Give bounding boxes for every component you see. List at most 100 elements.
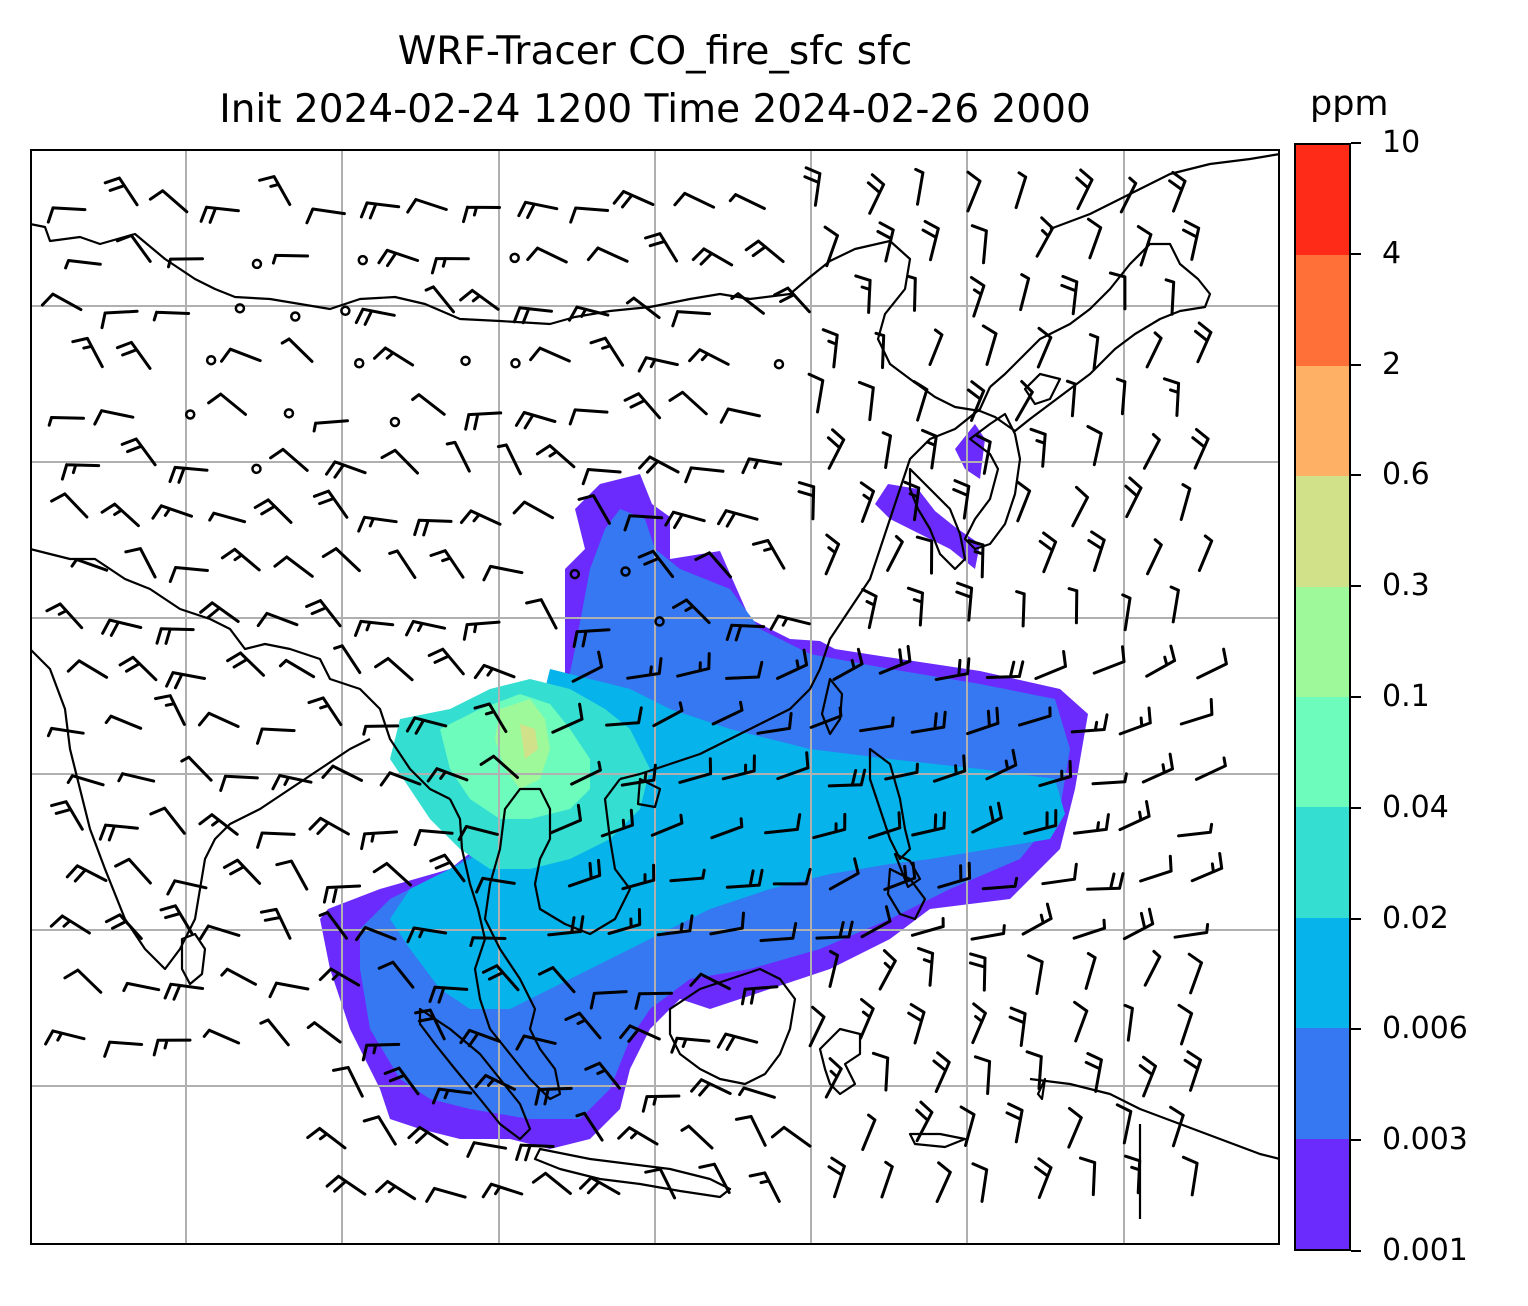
wind-barb: [268, 981, 310, 999]
wind-barb: [971, 1002, 987, 1045]
wind-barb: [1088, 333, 1100, 371]
colorbar-tick: [1351, 585, 1361, 588]
wind-barb: [915, 1100, 934, 1143]
wind-barb: [459, 288, 500, 311]
coastline-sri-lanka: [180, 932, 207, 986]
calm-wind-circle: [510, 358, 521, 369]
wind-barb: [46, 206, 87, 224]
wind-barb: [1015, 590, 1026, 628]
colorbar-tick: [1351, 252, 1361, 255]
wind-barb: [462, 205, 501, 224]
wind-barb: [482, 564, 524, 582]
wind-barb: [307, 696, 343, 727]
wind-barb: [148, 189, 189, 214]
wind-barb: [305, 207, 346, 225]
wind-barb: [1190, 852, 1224, 883]
wind-barb: [860, 905, 892, 939]
wind-barb: [650, 813, 684, 837]
wind-barb: [1019, 273, 1031, 312]
field-level-0.3: [520, 724, 538, 759]
map-title-line2: Init 2024-02-24 1200 Time 2024-02-26 200…: [219, 87, 1091, 132]
field-level-0.001-nw: [955, 424, 985, 479]
wind-barb: [1072, 918, 1106, 940]
wind-barb: [823, 225, 839, 268]
wind-barb: [49, 914, 91, 935]
wind-barb: [694, 551, 732, 579]
wind-barb: [429, 853, 466, 883]
calm-wind-circle: [357, 254, 369, 266]
wind-barb: [457, 825, 499, 841]
wind-barb: [764, 813, 802, 835]
wind-barb: [332, 1066, 364, 1098]
wind-barb: [361, 1042, 401, 1062]
wind-barb: [362, 1115, 397, 1146]
wind-barb: [428, 985, 469, 1004]
wind-barb: [625, 296, 661, 320]
wind-barb: [259, 1018, 290, 1047]
wind-barb: [586, 246, 629, 263]
wind-barb: [740, 985, 779, 1006]
wind-barb: [159, 904, 194, 935]
wind-barb: [981, 324, 998, 366]
wind-barb: [198, 813, 239, 836]
wind-barb: [1124, 1154, 1142, 1195]
wind-barb: [275, 859, 309, 891]
wind-barb: [373, 346, 415, 367]
wind-barb: [473, 702, 508, 733]
wind-barb: [975, 434, 992, 475]
wind-barb: [1181, 1155, 1199, 1197]
wind-barb: [824, 1057, 843, 1099]
wind-barb: [1169, 585, 1180, 624]
wind-barb: [617, 1126, 659, 1146]
wind-barb: [773, 286, 811, 314]
colorbar-tick: [1351, 1028, 1361, 1031]
wind-barb: [514, 411, 557, 430]
wind-barb: [932, 754, 967, 783]
coastline-korea: [908, 467, 967, 571]
wind-barb: [312, 419, 349, 433]
wind-barb: [710, 817, 744, 840]
wind-barb: [166, 879, 208, 896]
wind-barb: [66, 774, 105, 787]
wind-barb: [1146, 538, 1163, 576]
wind-barb: [374, 657, 414, 682]
wind-barb: [673, 191, 716, 209]
wind-barb: [429, 549, 465, 579]
wind-barb: [1086, 872, 1125, 891]
wind-barb: [1086, 217, 1103, 260]
wind-barb: [305, 599, 342, 628]
wind-barb: [910, 917, 945, 937]
wind-barb: [40, 292, 83, 312]
wind-barb: [1071, 485, 1089, 528]
coastline-sumatra: [418, 1007, 532, 1141]
wind-barb: [512, 500, 554, 520]
wind-barb: [413, 518, 453, 537]
wind-barb: [253, 498, 293, 524]
wind-barb: [549, 803, 582, 835]
wind-barb: [985, 748, 1018, 781]
wind-barb: [424, 285, 455, 314]
wind-barb: [1115, 377, 1127, 416]
wind-barb: [1075, 168, 1094, 211]
wind-barb: [730, 292, 765, 315]
wind-barb: [1138, 1055, 1157, 1098]
wind-barb: [569, 206, 610, 224]
wind-barb: [644, 1167, 677, 1200]
calm-wind-circle: [569, 568, 581, 580]
wind-barb: [1038, 760, 1072, 788]
wind-barb: [716, 1032, 759, 1051]
wind-barb: [475, 876, 516, 894]
wind-barb: [1197, 534, 1214, 572]
colorbar: [1294, 143, 1351, 1251]
wind-barb: [66, 659, 109, 679]
wind-barb: [911, 811, 946, 837]
wind-barb: [1036, 326, 1053, 369]
wind-barb: [406, 926, 448, 944]
wind-barb: [168, 566, 209, 583]
wind-barb: [1118, 800, 1151, 832]
wind-barb: [333, 644, 362, 674]
wind-barb: [481, 1182, 524, 1199]
wind-barb: [515, 1143, 555, 1162]
wind-barb: [222, 858, 262, 885]
wind-barb: [1141, 752, 1174, 784]
